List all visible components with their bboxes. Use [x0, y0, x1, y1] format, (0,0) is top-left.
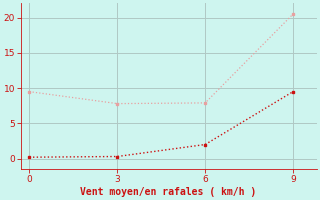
X-axis label: Vent moyen/en rafales ( km/h ): Vent moyen/en rafales ( km/h ) [80, 187, 257, 197]
